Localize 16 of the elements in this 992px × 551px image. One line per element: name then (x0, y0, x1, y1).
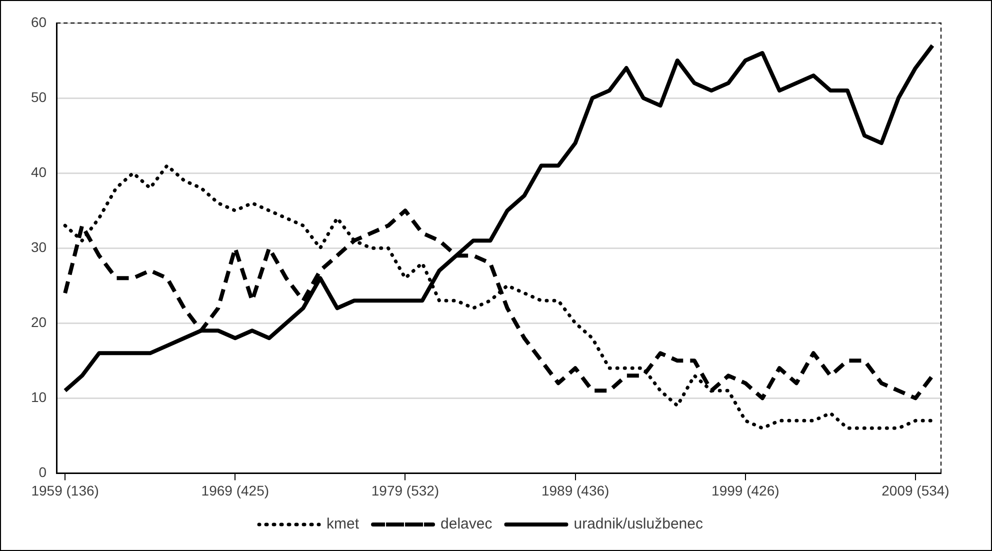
legend-label: uradnik/uslužbenec (574, 516, 704, 533)
legend-label: kmet (326, 516, 360, 533)
y-tick-label: 30 (30, 238, 47, 255)
y-tick-label: 40 (30, 164, 47, 180)
y-tick-label: 0 (38, 464, 47, 480)
legend-label: delavec (440, 516, 493, 533)
x-tick-label: 1959 (136) (31, 482, 99, 498)
y-tick-label: 10 (30, 389, 47, 406)
x-tick-label: 1969 (425) (201, 482, 270, 498)
y-tick-label: 60 (30, 14, 47, 30)
y-tick-label: 20 (30, 314, 47, 330)
x-tick-label: 1999 (426) (712, 482, 780, 498)
y-tick-label: 50 (30, 88, 47, 105)
x-tick-label: 1979 (532) (371, 482, 440, 498)
x-tick-label: 1989 (436) (541, 482, 610, 498)
x-tick-label: 2009 (534) (882, 482, 950, 498)
